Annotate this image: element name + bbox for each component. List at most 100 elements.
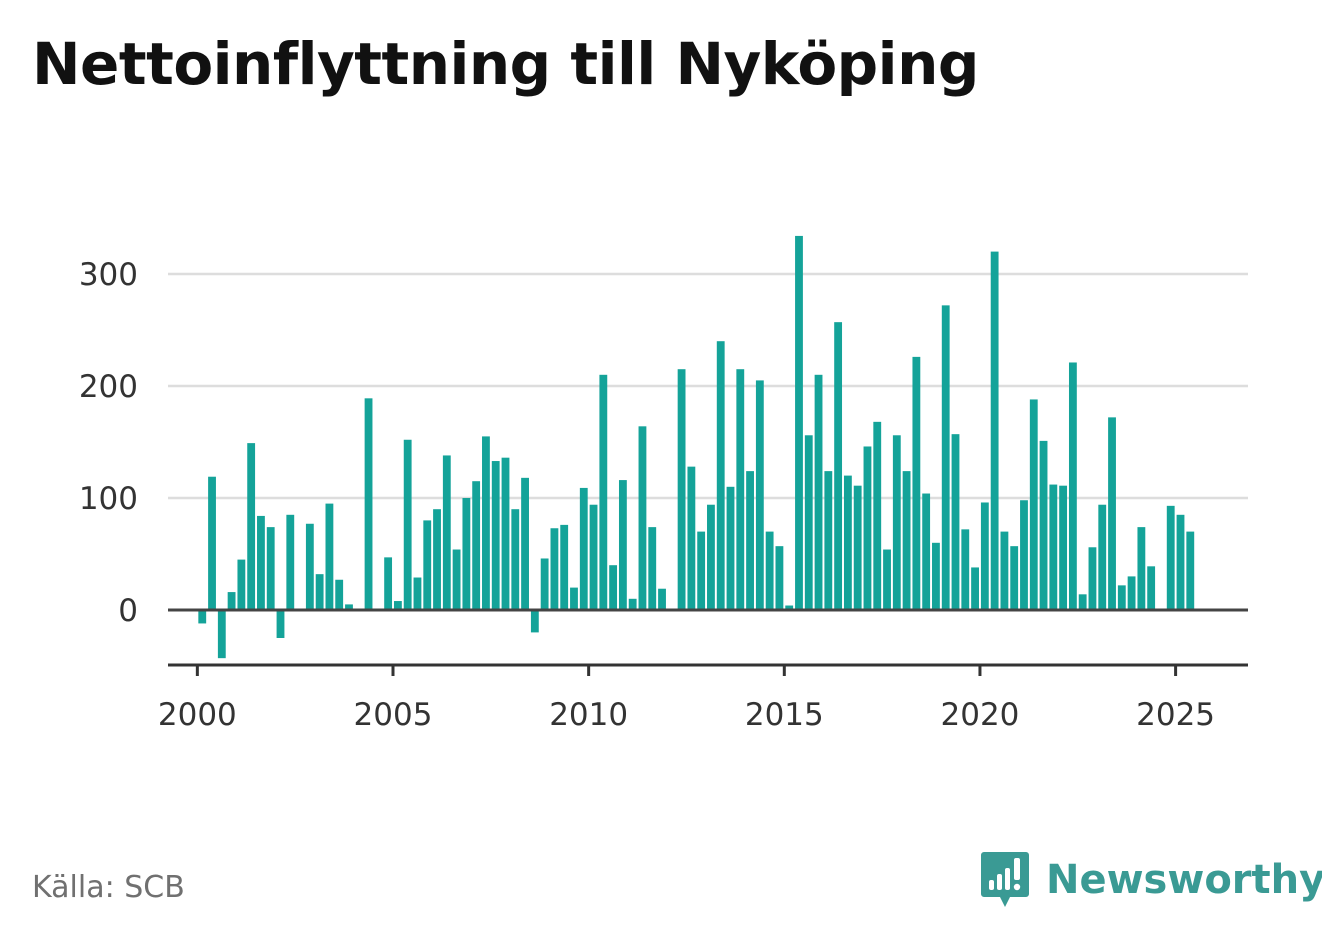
bar <box>482 436 490 610</box>
bar <box>932 542 940 610</box>
x-tick-label-2020: 2020 <box>941 697 1020 733</box>
bar <box>570 587 578 610</box>
source-note: Källa: SCB <box>32 870 185 905</box>
x-tick-label-2010: 2010 <box>549 697 628 733</box>
bar <box>345 604 353 610</box>
bar <box>912 356 921 610</box>
bar <box>961 529 970 610</box>
bar <box>1049 484 1058 610</box>
bar <box>452 549 461 610</box>
bar <box>217 610 226 659</box>
bar <box>1137 527 1146 610</box>
newsworthy-logo-icon <box>981 852 1029 907</box>
bar <box>755 380 764 610</box>
bar <box>305 523 314 610</box>
bar <box>198 610 207 624</box>
bar <box>491 461 500 610</box>
bar <box>892 435 901 610</box>
bar <box>853 485 862 610</box>
bar <box>618 480 627 610</box>
bar <box>922 493 931 610</box>
bar <box>863 446 872 610</box>
bar <box>393 601 402 610</box>
bar <box>1029 399 1038 610</box>
bar <box>237 559 246 610</box>
bar <box>521 477 529 610</box>
bar <box>658 588 666 610</box>
bar <box>413 577 422 610</box>
bar <box>501 457 510 610</box>
bar <box>315 574 324 610</box>
bar <box>1166 505 1175 610</box>
y-tick-label-100: 100 <box>79 481 138 517</box>
bar <box>775 546 784 610</box>
bar <box>208 476 216 610</box>
bars <box>198 235 1195 659</box>
bar <box>1039 440 1048 610</box>
bar <box>1108 417 1116 610</box>
bar <box>403 439 412 610</box>
bar <box>276 610 285 638</box>
bar <box>530 610 539 633</box>
axes <box>168 608 1248 676</box>
bar <box>335 579 344 610</box>
bar <box>1010 546 1019 610</box>
bar <box>785 605 794 610</box>
bar-chart: 0 100 200 300 2000 2005 2010 2015 2020 2025 <box>79 235 1248 733</box>
bar <box>883 549 891 610</box>
bar <box>1068 362 1077 610</box>
bar <box>648 527 657 610</box>
bar <box>824 471 833 610</box>
bar <box>1176 514 1185 610</box>
bar <box>795 235 803 611</box>
bar <box>247 443 256 610</box>
bar <box>941 305 950 610</box>
x-tick-label-2000: 2000 <box>158 697 237 733</box>
bar <box>1078 594 1087 610</box>
bar <box>325 503 334 610</box>
bar <box>1147 566 1156 610</box>
bar <box>227 592 236 610</box>
bar <box>599 374 608 610</box>
bar <box>257 515 265 610</box>
bar <box>834 322 843 610</box>
bar <box>1127 576 1136 610</box>
bar <box>384 557 393 610</box>
bar <box>1098 504 1107 610</box>
brand-logo: Newsworthy <box>980 850 1322 910</box>
bar <box>765 531 774 610</box>
x-tick-label-2005: 2005 <box>354 697 433 733</box>
bar <box>726 486 735 610</box>
bar <box>980 502 989 610</box>
y-tick-label-300: 300 <box>79 257 138 293</box>
bar <box>423 520 432 610</box>
bar <box>472 481 481 610</box>
brand-name: Newsworthy <box>1046 857 1322 903</box>
bar <box>814 374 823 610</box>
bar <box>1088 547 1097 610</box>
y-tick-label-0: 0 <box>118 593 138 629</box>
bar <box>286 514 295 610</box>
x-tick-label-2015: 2015 <box>745 697 824 733</box>
y-tick-label-200: 200 <box>79 369 138 405</box>
bar <box>746 471 754 610</box>
bar <box>628 598 637 610</box>
bar <box>540 558 549 610</box>
chart-title: Nettoinflyttning till Nyköping <box>32 30 979 98</box>
bar <box>697 531 706 610</box>
bar <box>687 466 696 610</box>
y-tick-labels: 0 100 200 300 <box>79 257 138 629</box>
bar <box>1000 531 1009 610</box>
bar <box>1020 500 1028 610</box>
bar <box>971 567 979 610</box>
bar <box>716 341 725 610</box>
x-tick-label-2025: 2025 <box>1136 697 1215 733</box>
bar <box>990 251 999 610</box>
bar <box>560 524 569 610</box>
bar <box>951 434 960 610</box>
bar <box>843 475 852 610</box>
bar <box>804 435 813 610</box>
bar <box>1059 485 1068 610</box>
bar <box>266 527 275 610</box>
bar <box>736 369 745 610</box>
